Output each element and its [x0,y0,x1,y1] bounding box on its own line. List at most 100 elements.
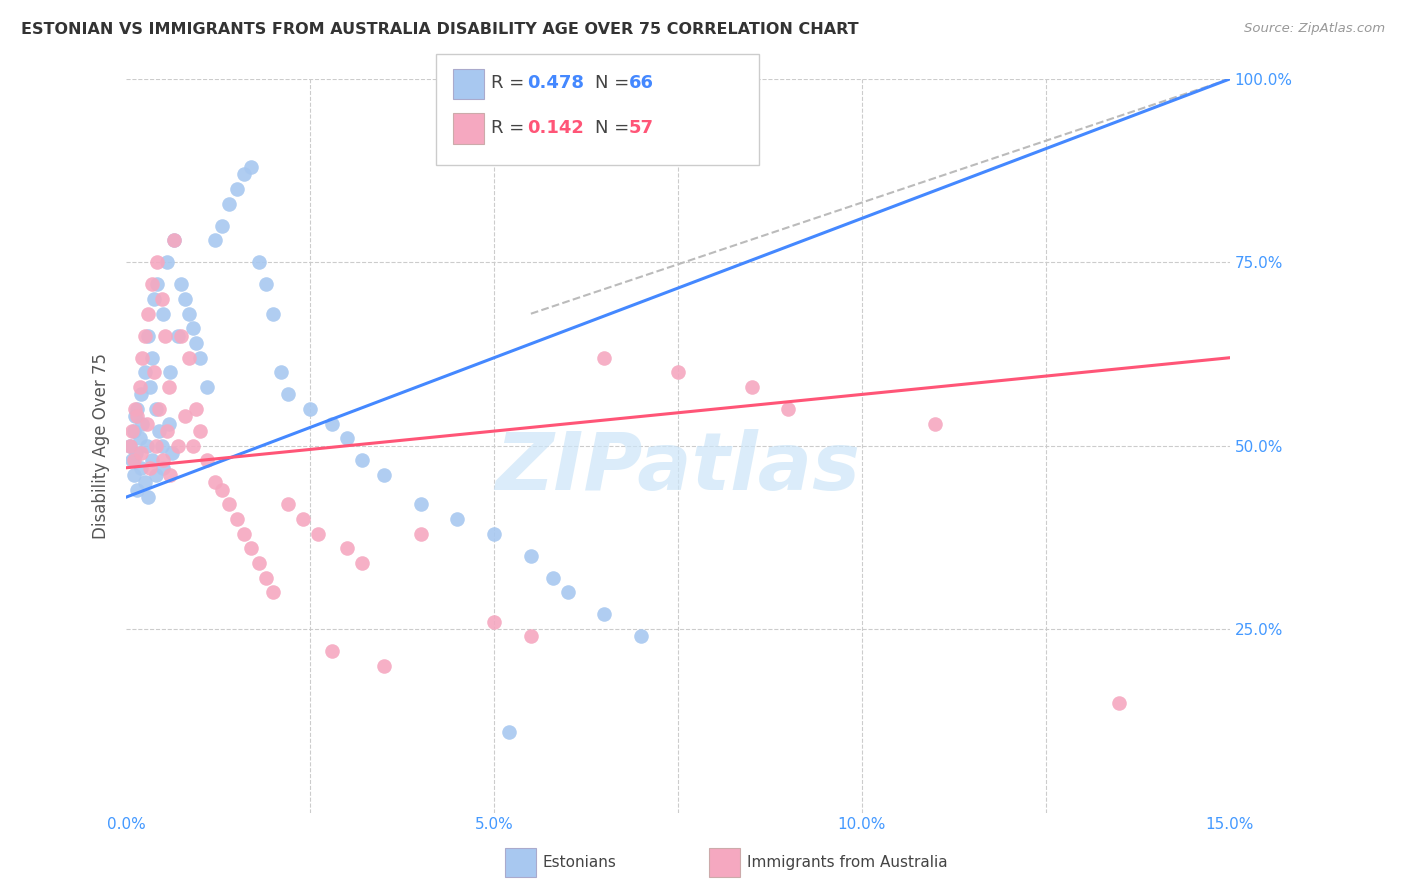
Point [233,167,256,181]
Point [145,468,167,483]
Point [188,424,211,438]
Point [218,498,240,512]
Point [122,468,145,483]
Point [225,512,247,526]
Point [924,417,946,431]
Point [131,417,153,431]
Point [128,380,150,394]
Point [163,233,186,247]
Point [135,439,157,453]
Text: 66: 66 [628,74,654,92]
Point [159,365,181,379]
Point [127,409,149,424]
Point [299,402,322,417]
Point [134,365,156,379]
Text: R =: R = [491,119,530,136]
Point [166,439,188,453]
Point [134,328,156,343]
Point [520,630,543,644]
Point [131,351,153,365]
Point [157,380,180,394]
Point [291,512,314,526]
Point [630,630,652,644]
Point [247,556,270,570]
Point [195,380,218,394]
Point [138,490,160,504]
Point [188,351,211,365]
Point [166,328,188,343]
Point [160,446,183,460]
Point [122,424,145,438]
Point [247,255,270,269]
Point [446,512,468,526]
Point [138,328,160,343]
Point [122,453,145,467]
Point [336,432,359,446]
Point [127,402,149,417]
Point [741,380,763,394]
Point [520,549,543,563]
Point [170,328,193,343]
Point [218,196,240,211]
Point [498,724,520,739]
Text: 0.142: 0.142 [527,119,583,136]
Point [138,307,160,321]
Point [204,233,226,247]
Point [557,585,579,599]
Text: Source: ZipAtlas.com: Source: ZipAtlas.com [1244,22,1385,36]
Point [125,446,148,460]
Point [152,307,174,321]
Point [124,409,146,424]
Point [118,439,141,453]
Point [148,424,170,438]
Text: 0.478: 0.478 [527,74,585,92]
Point [373,658,395,673]
Point [186,402,208,417]
Point [262,585,284,599]
Point [254,571,277,585]
Point [152,460,174,475]
Text: N =: N = [595,119,634,136]
Point [321,644,343,658]
Point [409,526,432,541]
Point [778,402,800,417]
Point [127,483,149,497]
Point [666,365,689,379]
Point [254,277,277,292]
Point [146,277,169,292]
Point [482,615,505,629]
Point [277,387,299,401]
Text: ZIPatlas: ZIPatlas [495,429,860,507]
Point [129,387,152,401]
Point [233,526,256,541]
Point [277,498,299,512]
Point [177,351,200,365]
Point [129,446,152,460]
Text: Estonians: Estonians [543,855,617,870]
Point [262,307,284,321]
Point [143,365,166,379]
Point [148,402,170,417]
Text: R =: R = [491,74,530,92]
Point [593,351,616,365]
Point [121,424,143,438]
Point [118,439,141,453]
Point [174,409,197,424]
Text: N =: N = [595,74,634,92]
Point [482,526,505,541]
Point [124,402,146,417]
Point [373,468,395,483]
Point [350,453,373,467]
Point [174,292,197,306]
Point [139,460,162,475]
Point [163,233,186,247]
Point [321,417,343,431]
Point [135,417,157,431]
Point [129,460,152,475]
Point [170,277,193,292]
Point [181,439,204,453]
Point [150,292,173,306]
Point [141,453,163,467]
Point [143,292,166,306]
Point [307,526,329,541]
